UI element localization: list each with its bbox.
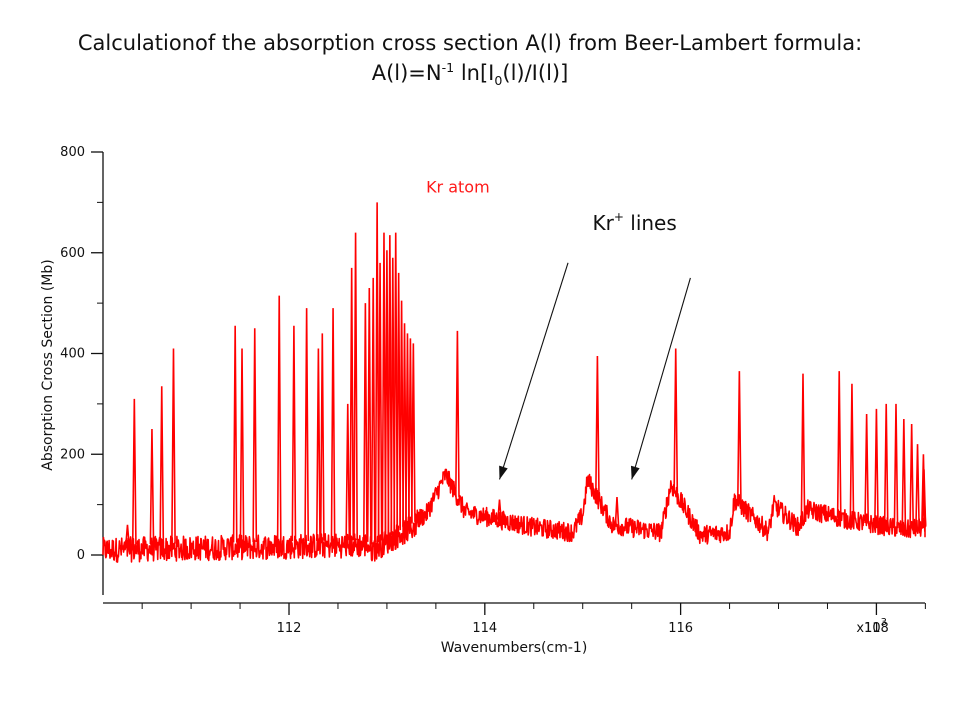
x-scale-base: x10	[856, 621, 880, 636]
spectral-peak	[736, 371, 742, 505]
spectral-peak	[874, 408, 879, 525]
formula-subscript: 0	[494, 73, 503, 89]
formula-part-b: ln[I	[454, 61, 495, 85]
formula-part-c: (l)/I(l)]	[502, 61, 569, 85]
kr-plus-superscript: +	[614, 210, 624, 224]
spectral-peak	[455, 330, 460, 498]
spectral-peak	[410, 343, 416, 522]
y-tick-label: 800	[60, 145, 85, 160]
spectral-peak	[893, 403, 899, 529]
spectral-peak	[402, 323, 407, 527]
y-tick-label: 400	[60, 347, 85, 362]
spectral-peak	[232, 325, 238, 543]
spectral-peak	[276, 295, 282, 542]
kr-plus-base: Kr	[593, 211, 615, 235]
spectral-peak	[349, 267, 355, 541]
formula-part-a: A(l)=N	[371, 61, 442, 85]
spectral-peak	[315, 348, 321, 541]
spectral-peak	[330, 308, 336, 541]
arrow-head	[499, 465, 508, 480]
x-ticks: 112 114 116 118	[141, 603, 926, 636]
series-group	[102, 202, 927, 563]
spectral-peak	[239, 348, 245, 543]
x-tick-label: 116	[668, 621, 693, 636]
spectral-peak	[353, 232, 358, 541]
spectral-peak	[921, 504, 927, 526]
spectral-peak	[800, 373, 806, 519]
spectral-peak	[370, 277, 376, 545]
spectral-peak	[374, 202, 380, 543]
spectral-peak	[836, 371, 842, 518]
spectral-peak	[399, 300, 404, 529]
x-tick-label: 112	[277, 621, 302, 636]
spectral-peak	[673, 348, 679, 493]
x-scale-exponent: 3	[881, 617, 887, 628]
spectral-peak	[408, 338, 413, 524]
spectral-peak	[393, 232, 399, 532]
spectral-peak	[883, 403, 889, 527]
spectral-peak	[131, 398, 137, 545]
x-scale-multiplier: x103	[856, 617, 887, 636]
annotation-kr-plus-lines: Kr+ lines	[593, 210, 677, 235]
spectral-peak	[387, 235, 393, 536]
y-tick-label: 200	[60, 447, 85, 462]
arrow-shaft	[498, 262, 569, 480]
spectral-peak	[849, 383, 855, 521]
spectral-peak	[915, 444, 920, 529]
annotation-arrows	[498, 262, 691, 480]
arrow-shaft	[631, 277, 691, 480]
y-tick-label: 600	[60, 246, 85, 261]
y-axis-title: Absorption Cross Section (Mb)	[40, 259, 56, 470]
spectral-peak	[159, 386, 165, 544]
spectral-peak	[614, 497, 620, 526]
spectral-peak	[381, 232, 387, 539]
spectral-peak	[319, 333, 325, 541]
arrow-head	[630, 465, 640, 480]
annotation-kr-atom: Kr atom	[426, 177, 490, 196]
formula-superscript: -1	[441, 60, 455, 75]
spectral-peak	[405, 333, 410, 526]
y-tick-label: 0	[77, 548, 85, 563]
title-line-2: A(l)=N-1 ln[I0(l)/I(l)]	[0, 58, 940, 88]
x-tick-label: 114	[472, 621, 497, 636]
spectral-peak	[171, 348, 176, 544]
x-axis-title: Wavenumbers(cm-1)	[441, 640, 588, 656]
spectral-peak	[497, 499, 502, 520]
spectral-peak	[595, 356, 600, 498]
y-ticks: 0 200 400 600 800	[60, 145, 103, 563]
spectral-peak	[345, 403, 351, 541]
spectral-peak	[366, 288, 372, 542]
spectral-peak	[125, 524, 130, 545]
spectral-peak	[864, 413, 870, 524]
kr-plus-rest: lines	[624, 211, 677, 235]
spectral-peak	[377, 262, 383, 541]
title-line-1: Calculationof the absorption cross secti…	[77, 31, 863, 55]
x-tick-label: 118	[864, 621, 889, 636]
slide-title: Calculationof the absorption cross secti…	[0, 28, 940, 88]
spectral-peak	[362, 303, 368, 540]
spectral-peak	[252, 328, 258, 543]
spectral-peak	[149, 429, 155, 545]
spectral-peak	[291, 325, 297, 542]
spectral-peak	[909, 424, 915, 530]
spectral-peak	[396, 272, 402, 531]
spectral-peak	[304, 308, 310, 542]
spectral-peak	[901, 418, 907, 530]
